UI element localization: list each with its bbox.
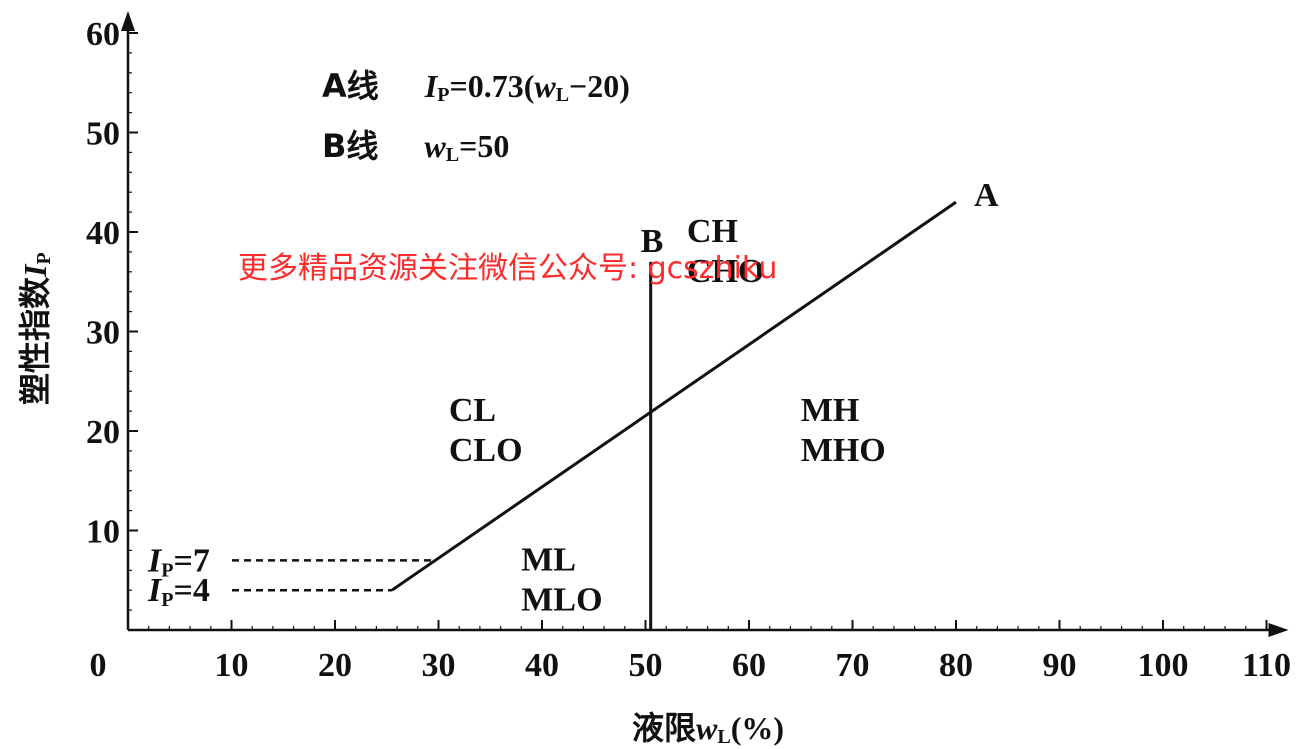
- x-tick-label: 70: [836, 647, 870, 684]
- region-label-ch: CH CHO: [687, 213, 764, 290]
- series-a-label: A: [974, 177, 999, 214]
- reference-labels: IP=7IP=4: [147, 542, 210, 611]
- y-tick-label: 30: [86, 315, 120, 352]
- x-tick-label: 50: [629, 647, 663, 684]
- y-axis-title: 塑性指数IP: [16, 252, 55, 405]
- y-tick-label: 40: [86, 215, 120, 252]
- region-label-mh: MH MHO: [801, 392, 886, 469]
- y-tick-label: 10: [86, 514, 120, 551]
- reference-label-4: IP=4: [147, 572, 210, 611]
- x-tick-label: 80: [939, 647, 973, 684]
- x-tick-label: 30: [422, 647, 456, 684]
- x-tick-label: 110: [1242, 647, 1291, 684]
- y-axis-arrow: [121, 11, 135, 31]
- x-tick-label: 40: [525, 647, 559, 684]
- x-tick-label: 100: [1138, 647, 1189, 684]
- reference-lines: [232, 559, 434, 592]
- y-tick-label: 50: [86, 116, 120, 153]
- series-lines: [391, 200, 957, 630]
- x-tick-label: 10: [215, 647, 249, 684]
- tick-labels: 10 20 30 40 50 60 70 80 90 100 110 10 20 30 40 50 60: [86, 16, 1291, 684]
- series-line-a: [391, 200, 957, 592]
- region-labels: CL CLO ML MLO CH CHO MH MHO: [449, 213, 886, 618]
- x-tick-label: 20: [318, 647, 352, 684]
- watermark-text: 更多精品资源关注微信公众号: gcszhiku: [238, 251, 777, 286]
- origin-label: 0: [90, 647, 107, 684]
- y-tick-label: 20: [86, 414, 120, 451]
- x-axis-title: 液限wL(%): [632, 709, 784, 748]
- legend-a-line-equation: A线 IP=0.73(wL−20): [322, 67, 630, 106]
- series-b-label: B: [641, 223, 664, 260]
- x-tick-label: 90: [1043, 647, 1077, 684]
- y-tick-label: 60: [86, 16, 120, 53]
- region-label-cl: CL CLO: [449, 392, 523, 469]
- reference-label-7: IP=7: [147, 542, 210, 581]
- region-label-ml: ML MLO: [521, 541, 602, 618]
- x-axis-arrow: [1268, 623, 1289, 637]
- axes: [121, 11, 1289, 637]
- legend-b-line-equation: B线 wL=50: [322, 127, 509, 166]
- x-tick-label: 60: [732, 647, 766, 684]
